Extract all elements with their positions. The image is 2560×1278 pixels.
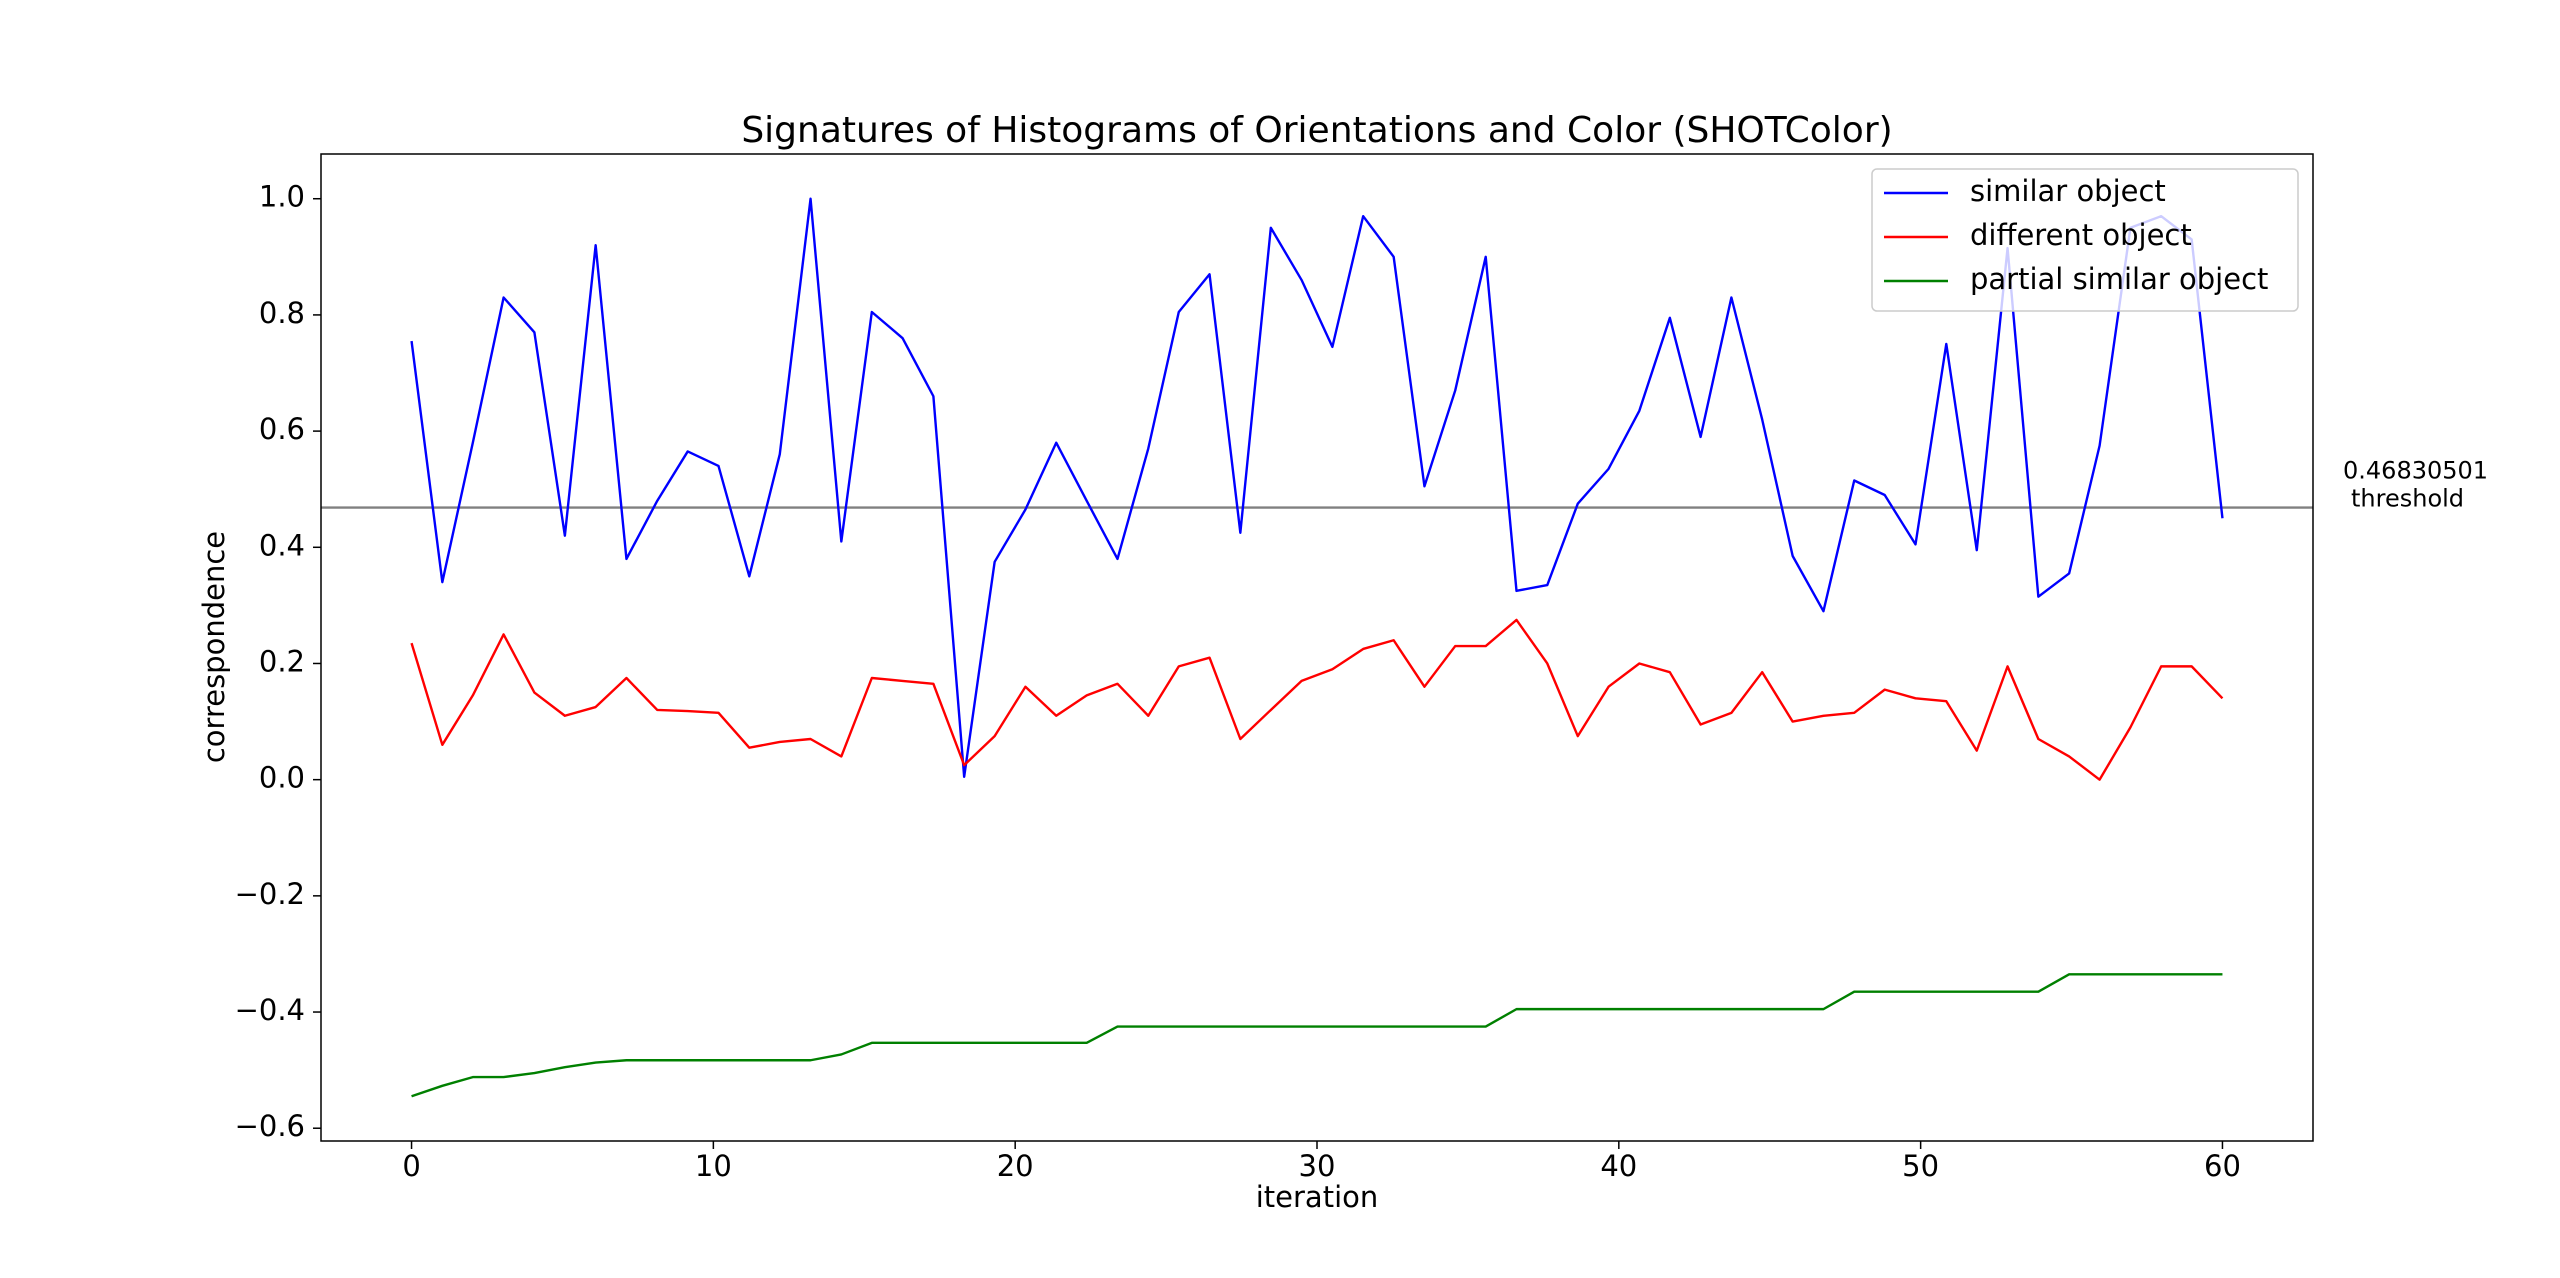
legend-label: similar object [1970, 174, 2166, 208]
legend-box [1871, 168, 2299, 312]
y-tick-label: 1.0 [259, 180, 305, 214]
threshold-value: 0.46830501 [2343, 457, 2488, 485]
y-tick-label: 0.2 [259, 644, 305, 678]
x-axis-label: iteration [1256, 1180, 1379, 1214]
data-line [411, 973, 2223, 1098]
y-tick-label: 0.6 [259, 412, 305, 446]
threshold-label: threshold [2351, 485, 2464, 513]
plot-frame [320, 153, 2314, 1142]
legend-label: partial similar object [1970, 262, 2268, 296]
y-tick-label: 0.0 [259, 761, 305, 795]
x-tick-label: 30 [1299, 1149, 1336, 1183]
x-tick-label: 60 [2204, 1149, 2241, 1183]
y-tick-label: −0.4 [235, 993, 305, 1027]
y-axis-label: correspondence [197, 531, 231, 763]
y-tick-label: 0.4 [259, 528, 305, 562]
legend-label: different object [1970, 218, 2192, 252]
chart-title: Signatures of Histograms of Orientations… [741, 110, 1892, 151]
data-line [410, 197, 2224, 778]
x-tick-label: 50 [1902, 1149, 1939, 1183]
y-tick-label: −0.6 [235, 1109, 305, 1143]
x-tick-label: 10 [695, 1149, 732, 1183]
x-tick-label: 0 [402, 1149, 420, 1183]
x-tick-label: 20 [997, 1149, 1034, 1183]
data-line [410, 618, 2224, 781]
x-tick-label: 40 [1600, 1149, 1637, 1183]
y-tick-label: −0.2 [235, 877, 305, 911]
y-tick-label: 0.8 [259, 296, 305, 330]
